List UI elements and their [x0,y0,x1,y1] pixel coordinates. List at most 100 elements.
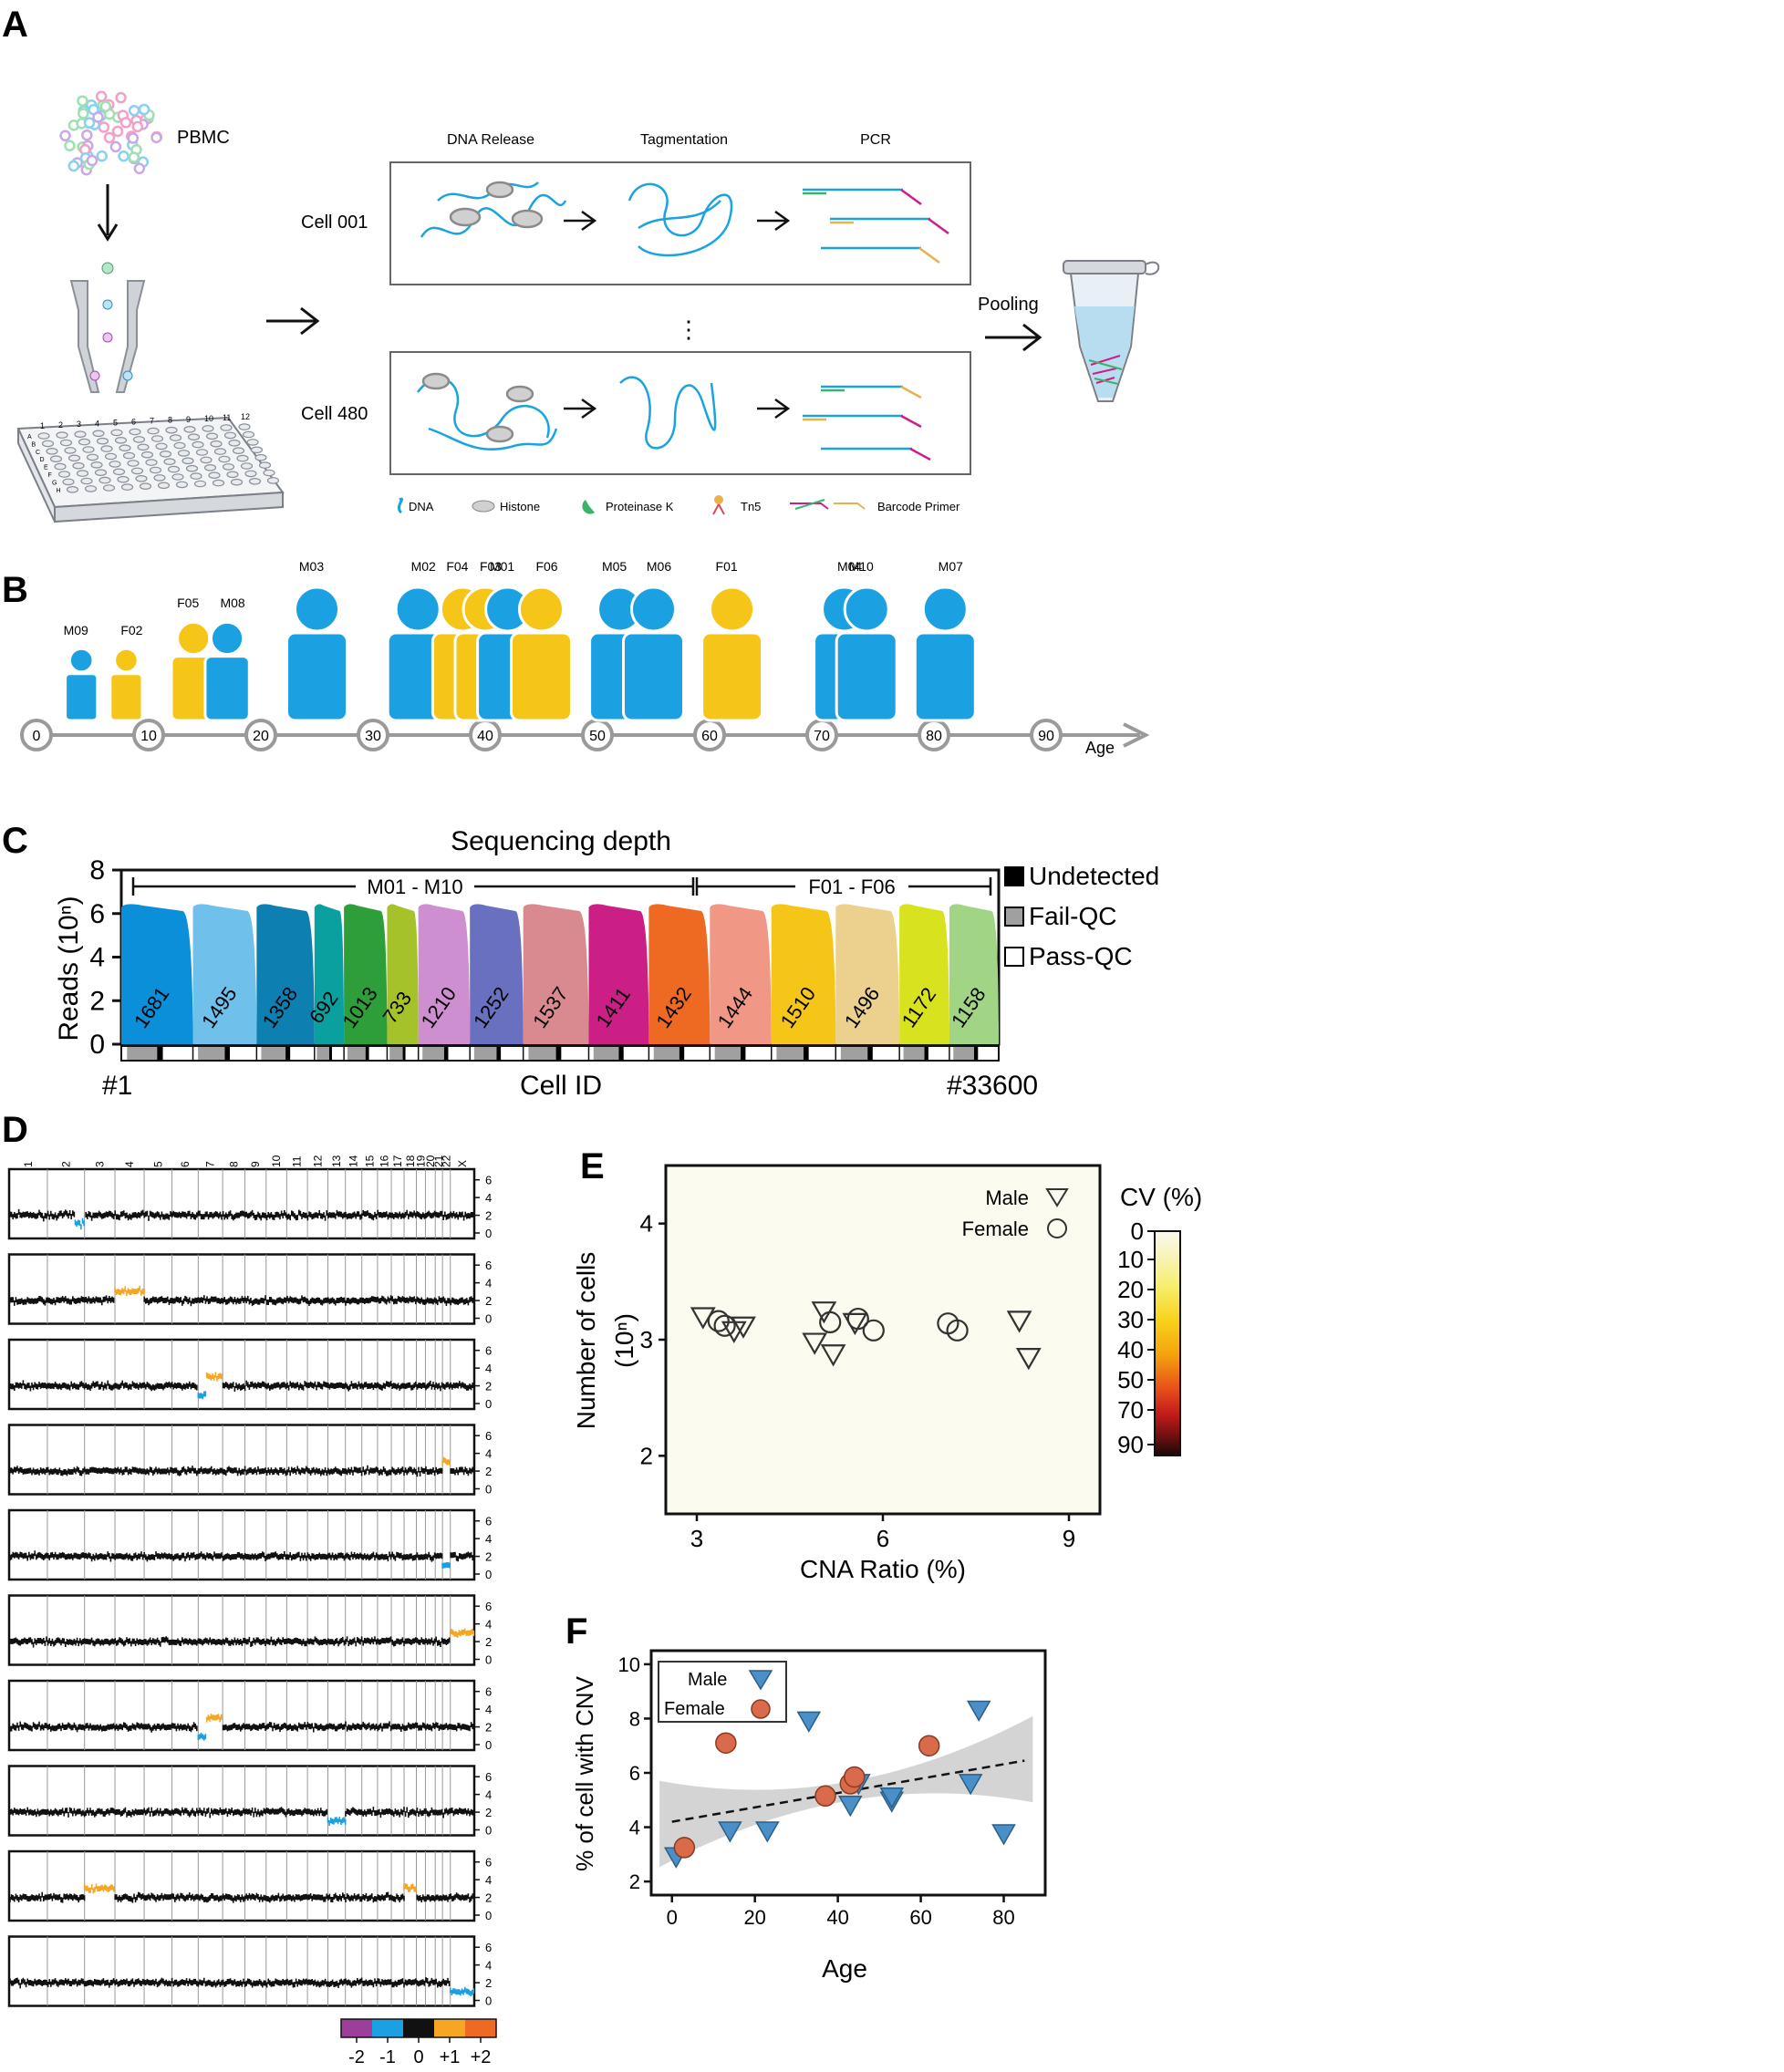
d-ytick-label: 4 [485,1532,492,1546]
plate-col-label: 10 [204,414,213,423]
chart-f-legend: Male Female [658,1661,787,1723]
dna-release-graphic-1 [420,181,567,238]
c-ytick-label: 2 [89,986,105,1016]
plate-well [135,474,148,482]
age-tick-label: 40 [477,729,493,744]
depth-area [899,904,949,1044]
legend-tn5: Tn5 [741,500,761,513]
plate-well [165,426,178,434]
colorbar-title: CV (%) [1120,1183,1202,1211]
pbmc-cell [131,120,144,133]
d-ytick-label: 4 [485,1703,492,1716]
donor-id: M04 [837,559,862,574]
donor-body [64,672,99,722]
donor-head [921,585,969,633]
plate-well [155,442,168,451]
plate-well [56,431,68,439]
plate-well [246,439,259,446]
plate-well [218,455,231,463]
age-tick-circle [1030,719,1063,751]
chromosome-label: 14 [347,1155,360,1167]
legend-e-female: Female [962,1217,1029,1240]
age-tick-circle [20,719,53,751]
plate-well [74,430,87,439]
d-ytick-label: 0 [485,1312,492,1326]
plate-well [119,444,131,452]
plate-well [147,427,160,435]
d-ytick-label: 4 [485,1362,492,1375]
plate-well [145,459,158,466]
pbmc-cell [118,150,130,162]
cnv-segment [83,1883,115,1894]
pbmc-cell [77,95,88,107]
d-ytick-label: 2 [485,1550,492,1564]
donor-head [394,585,441,633]
d-ytick-label: 2 [485,1209,492,1223]
f-male-point [718,1821,742,1843]
pcr-graphic-480 [803,385,931,461]
plate-well [104,452,118,461]
arrow-480b [757,398,791,420]
cnv-segment [449,1986,475,1997]
scale-swatch [372,2019,403,2037]
d-ytick-label: 0 [485,1653,492,1667]
plate-well [228,439,241,447]
qc-undetected-segment [973,1047,979,1060]
cell-profile-frame [7,1679,476,1752]
chromosome-label: 18 [404,1155,417,1167]
qc-fail-segment [528,1047,556,1060]
panel-a-legend: DNA Histone Proteinase K Tn5 Barcode Pri… [397,495,960,515]
d-ytick-label: 6 [485,1174,492,1187]
tagmentation-graphic-480 [619,376,717,450]
f-male-point [966,1700,991,1723]
cell-001-label: Cell 001 [301,212,368,233]
panel-f-label: F [565,1611,587,1652]
panel-e: E 3 6 9 2 3 4 CNA Ratio (%) Number of cells (… [572,1146,1202,1583]
plate-well [127,460,140,467]
legend-dna: DNA [409,500,434,513]
plate-col-label: 11 [223,413,231,422]
cell-profile-frame [7,1765,476,1837]
chart-c-xlabel: Cell ID [520,1071,602,1101]
plate-well [129,428,141,436]
plate-well [90,461,103,469]
cnv-segment [74,1217,85,1230]
e-female-point [862,1319,885,1342]
chart-e-xlabel: CNA Ratio (%) [800,1555,966,1583]
donor-head [294,585,340,633]
plate-well [84,485,98,492]
copy-number-dots [9,1380,473,1393]
histone-legend-icon [472,500,495,513]
qc-fail-segment [127,1047,158,1060]
cnv-segment [205,1372,223,1382]
qc-fail-segment [776,1047,804,1060]
plate-well [149,466,162,474]
age-tick-label: 60 [701,729,718,744]
e-xtick-label: 6 [876,1525,889,1552]
plate-well [94,469,108,477]
plate-well [263,469,275,477]
e-ytick-label: 4 [640,1210,653,1238]
plate-well [185,464,199,472]
chromosome-label: 10 [270,1155,283,1167]
plate-well [76,470,89,477]
plate-col-label: 8 [168,416,172,425]
f-xtick-label: 60 [909,1906,931,1929]
panel-e-label: E [580,1146,605,1186]
plate-row-label: G [52,480,57,486]
pbmc-cell [99,100,112,113]
donor-id: M08 [220,596,244,610]
d-ytick-label: 6 [485,1344,492,1358]
qc-undetected-segment [402,1047,406,1060]
c-ytick-label: 4 [89,943,105,973]
e-female-point [846,1307,869,1331]
qc-fail-segment [422,1047,444,1060]
chart-c-title: Sequencing depth [451,826,671,856]
plate-well [140,451,154,459]
plate-row-label: B [32,441,36,448]
pbmc-cell [133,162,146,175]
donor-id: F05 [177,596,199,610]
